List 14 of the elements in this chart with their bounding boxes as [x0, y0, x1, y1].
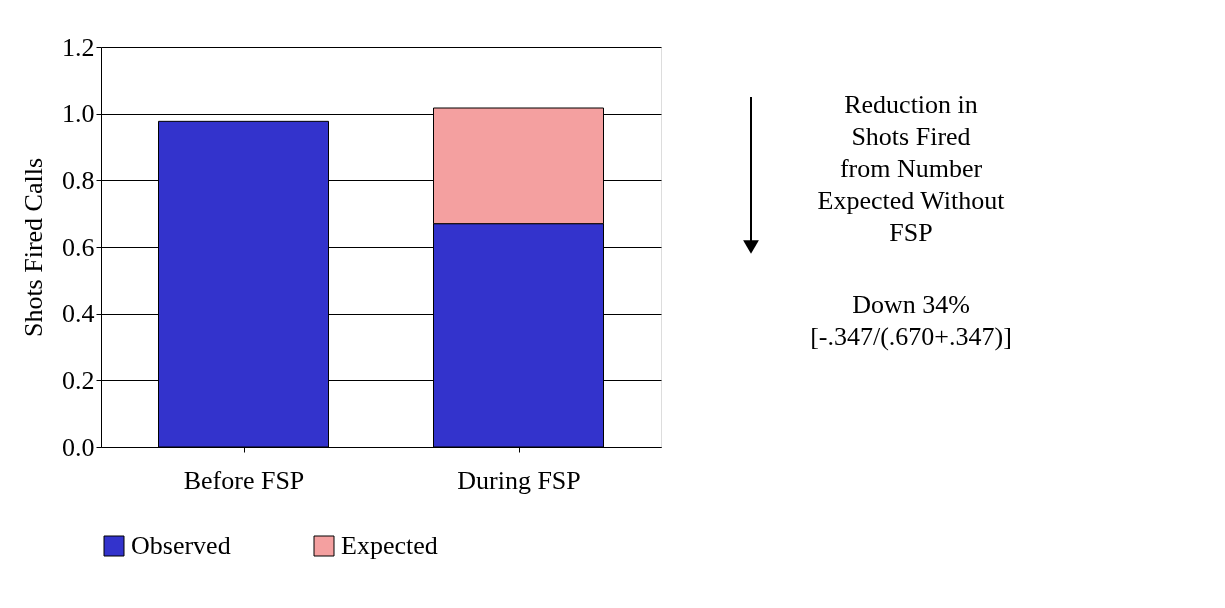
y-tick-label: 1.0	[62, 99, 95, 129]
y-tick-label: 0.6	[62, 232, 95, 262]
y-tick-label: 0.4	[62, 299, 95, 329]
x-tick-label: During FSP	[457, 465, 581, 495]
text: Reduction in Shots Fired from Number Expected Without FSP	[817, 90, 1006, 247]
legend-label: Expected	[341, 531, 438, 560]
y-tick-label: 0.0	[62, 432, 95, 462]
x-tick-label: Before FSP	[183, 465, 305, 495]
legend-label: Observed	[131, 531, 231, 560]
y-tick-label: 0.2	[62, 365, 95, 395]
text: Down 34% [-.347/(.670+.347)]	[810, 290, 1012, 351]
y-axis-title: Shots Fired Calls	[19, 157, 48, 338]
y-tick-label: 1.2	[62, 32, 95, 62]
y-tick-label: 0.8	[62, 165, 95, 195]
